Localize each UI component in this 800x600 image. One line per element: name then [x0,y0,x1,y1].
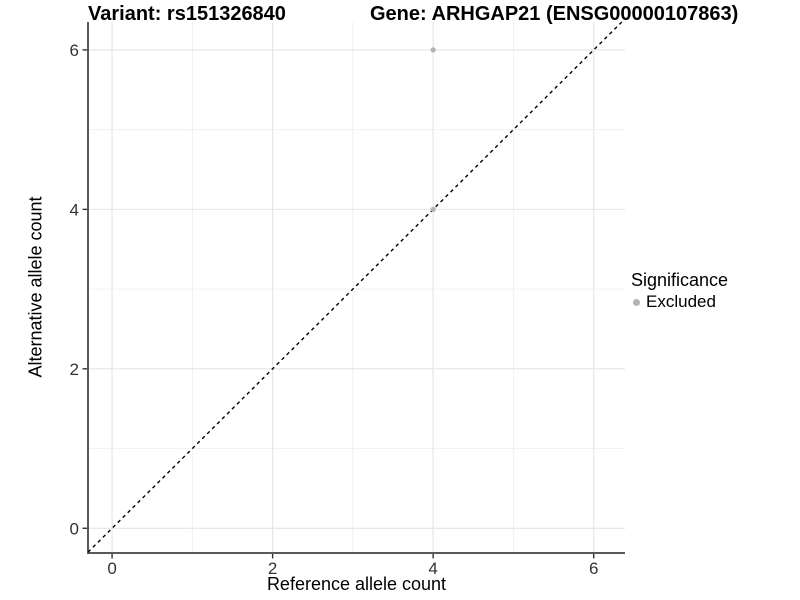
x-tick-label: 4 [428,559,437,578]
data-point [430,47,436,53]
y-tick-label: 4 [70,200,79,219]
y-tick-label: 0 [70,519,79,538]
x-tick-label: 6 [589,559,598,578]
legend-key-dot-icon [633,298,640,306]
y-tick-label: 6 [70,41,79,60]
y-axis-title: Alternative allele count [25,196,46,378]
legend: Significance Excluded [631,270,728,311]
data-point [430,206,436,212]
legend-item: Excluded [631,293,728,311]
variant-title: Variant: rs151326840 [88,3,286,25]
x-tick-label: 2 [268,559,277,578]
gene-title: Gene: ARHGAP21 (ENSG00000107863) [370,3,739,25]
y-tick-label: 2 [70,360,79,379]
x-axis-title: Reference allele count [266,574,447,594]
legend-title: Significance [631,270,729,290]
x-tick-label: 0 [107,559,116,578]
legend-item-label: Excluded [646,292,716,311]
identity-line [87,21,623,553]
legend-items: Excluded [631,293,728,311]
